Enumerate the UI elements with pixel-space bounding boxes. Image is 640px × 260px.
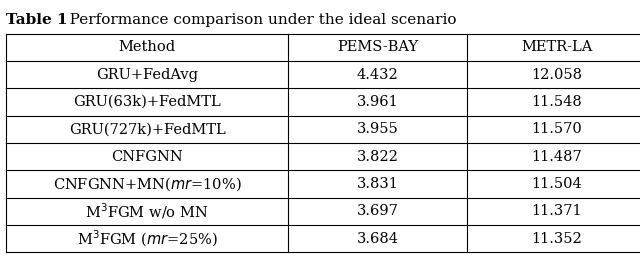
Text: . Performance comparison under the ideal scenario: . Performance comparison under the ideal… xyxy=(60,13,456,27)
Text: 3.831: 3.831 xyxy=(356,177,399,191)
Text: 12.058: 12.058 xyxy=(531,68,582,82)
Text: GRU(63k)+FedMTL: GRU(63k)+FedMTL xyxy=(74,95,221,109)
Text: CNFGNN+MN($\mathit{mr}$=10%): CNFGNN+MN($\mathit{mr}$=10%) xyxy=(53,175,241,193)
Text: 3.955: 3.955 xyxy=(356,122,399,136)
Text: 3.697: 3.697 xyxy=(356,204,399,218)
Text: METR-LA: METR-LA xyxy=(521,41,593,54)
Text: 11.487: 11.487 xyxy=(531,150,582,164)
Text: 11.570: 11.570 xyxy=(531,122,582,136)
Text: Method: Method xyxy=(118,41,176,54)
Text: Table 1: Table 1 xyxy=(6,13,68,27)
Text: 11.548: 11.548 xyxy=(531,95,582,109)
Text: 3.684: 3.684 xyxy=(356,232,399,245)
Text: GRU(727k)+FedMTL: GRU(727k)+FedMTL xyxy=(69,122,225,136)
Text: GRU+FedAvg: GRU+FedAvg xyxy=(96,68,198,82)
Text: 11.504: 11.504 xyxy=(531,177,582,191)
Text: 11.352: 11.352 xyxy=(531,232,582,245)
Text: 3.961: 3.961 xyxy=(356,95,399,109)
Text: 3.822: 3.822 xyxy=(356,150,399,164)
Text: 11.371: 11.371 xyxy=(531,204,582,218)
Text: CNFGNN: CNFGNN xyxy=(111,150,183,164)
Text: M$^3$FGM ($\mathit{mr}$=25%): M$^3$FGM ($\mathit{mr}$=25%) xyxy=(77,228,218,249)
Text: 4.432: 4.432 xyxy=(356,68,399,82)
Text: PEMS-BAY: PEMS-BAY xyxy=(337,41,418,54)
Text: M$^3$FGM w/o MN: M$^3$FGM w/o MN xyxy=(85,202,209,221)
